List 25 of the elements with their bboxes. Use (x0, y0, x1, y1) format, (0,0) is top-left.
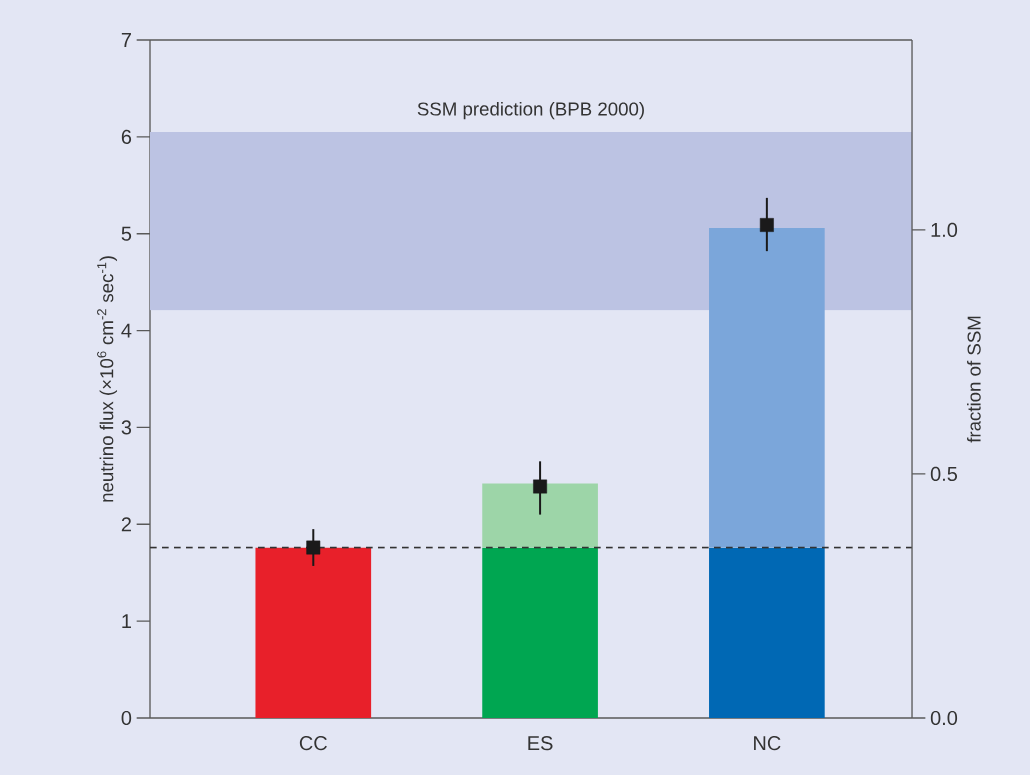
y2-tick-label: 0.0 (930, 710, 958, 726)
point (759, 218, 774, 232)
x-tick-label: ES (528, 736, 553, 751)
x-tick-label: NC (754, 736, 781, 751)
y-tick-label: 3 (121, 420, 132, 435)
point (533, 479, 548, 494)
y-tick-label: 5 (121, 226, 132, 241)
y-tick-label: 2 (121, 517, 131, 532)
y2-axis-title: fraction of SSM (967, 316, 981, 443)
bar (709, 547, 825, 718)
y-tick-label: 1 (122, 614, 131, 629)
y2-tick-label: 0.5 (930, 466, 958, 482)
y-tick-label: 0 (121, 710, 132, 726)
y2-tick-label: 1.0 (931, 222, 958, 237)
y-tick-label: 7 (121, 33, 131, 47)
bar (482, 483, 598, 548)
band-label: SSM prediction (BPB 2000) (417, 101, 644, 120)
bar (255, 547, 372, 718)
y-axis-title: neutrino flux (×10$^{6}$ cm$^{-2}$ sec$^{-1}$) (97, 256, 118, 502)
bar (482, 547, 598, 718)
y-tick-label: 6 (121, 129, 132, 144)
y-tick-label: 4 (121, 323, 132, 338)
bar (709, 227, 825, 548)
point (306, 540, 321, 555)
x-tick-label: CC (299, 736, 327, 751)
